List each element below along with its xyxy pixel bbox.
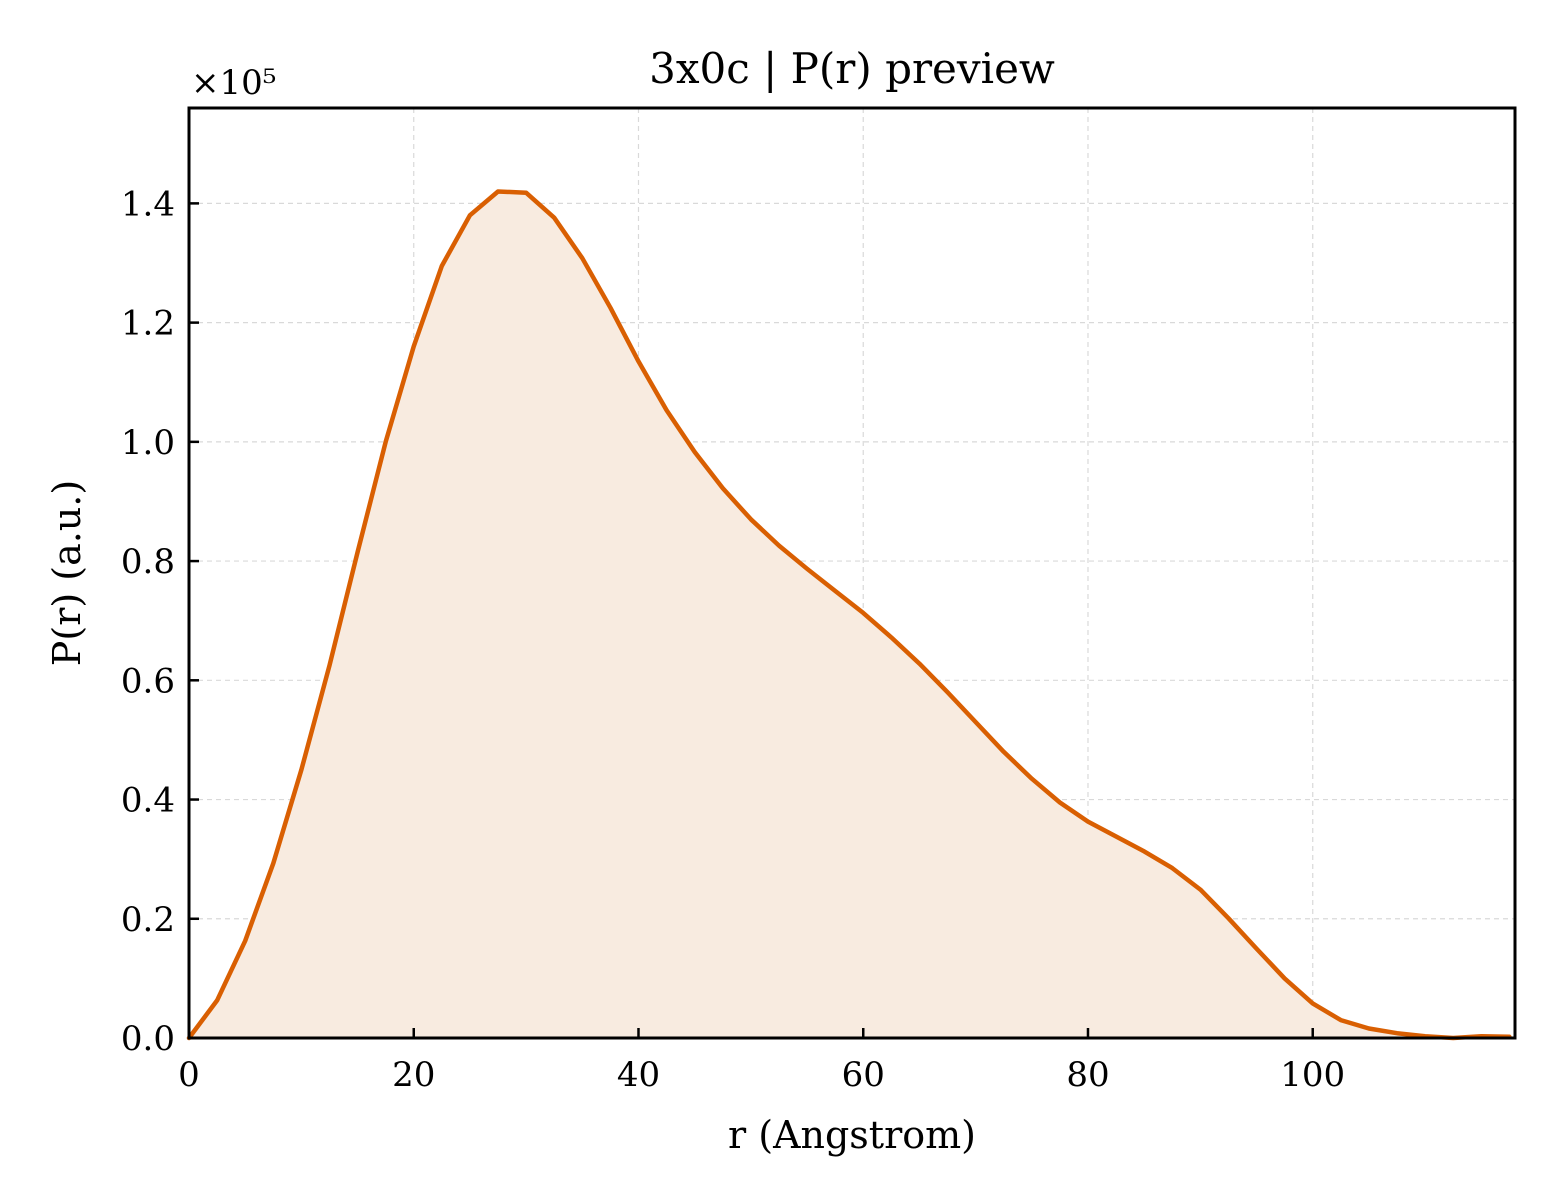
y-tick-label: 0.2 bbox=[121, 900, 175, 940]
x-tick-label: 100 bbox=[1280, 1055, 1345, 1095]
x-tick-label: 60 bbox=[842, 1055, 885, 1095]
y-tick-label: 0.6 bbox=[121, 661, 175, 701]
y-tick-label: 1.2 bbox=[121, 304, 175, 344]
pr-series-line bbox=[186, 189, 1512, 1041]
y-tick-label: 0.4 bbox=[121, 781, 175, 821]
x-tick-label: 40 bbox=[617, 1055, 660, 1095]
x-tick-label: 0 bbox=[178, 1055, 200, 1095]
x-axis-label: r (Angstrom) bbox=[728, 1113, 976, 1157]
x-tick-label: 20 bbox=[392, 1055, 435, 1095]
y-tick-label: 1.0 bbox=[121, 423, 175, 463]
plot-frame bbox=[187, 106, 1517, 1040]
x-tick-label: 80 bbox=[1066, 1055, 1109, 1095]
y-tick-label: 0.8 bbox=[121, 542, 175, 582]
y-axis-label: P(r) (a.u.) bbox=[45, 480, 89, 666]
chart-title: 3x0c | P(r) preview bbox=[649, 44, 1055, 93]
y-tick-label: 1.4 bbox=[121, 184, 175, 224]
y-scale-multiplier: ×10⁵ bbox=[191, 63, 276, 103]
pr-area-fill bbox=[189, 191, 1510, 1038]
y-tick-label: 0.0 bbox=[121, 1019, 175, 1059]
tick-labels: 0 20 40 60 80 100 0.0 0.2 0.4 0.6 0.8 1.0 1.2 1.4 bbox=[121, 184, 1345, 1095]
